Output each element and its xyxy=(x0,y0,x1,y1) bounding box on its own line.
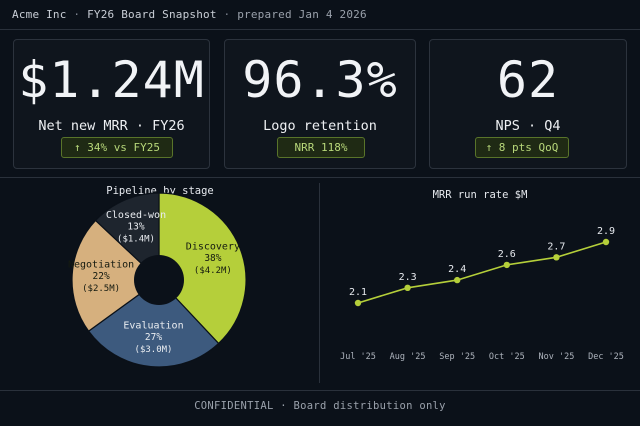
pie-slice-evaluation xyxy=(87,279,220,368)
x-tick-label: Aug '25 xyxy=(390,352,426,362)
pie-label-amount: ($1.4M) xyxy=(117,234,155,244)
confidential-footer: CONFIDENTIAL · Board distribution only xyxy=(194,400,446,412)
mrr-data-point xyxy=(454,276,461,284)
mrr-data-label: 2.6 xyxy=(498,249,516,260)
x-tick-label: Sep '25 xyxy=(439,352,475,362)
kpi-card-logo-retention: 96.3% Logo retention NRR 118% xyxy=(224,39,416,169)
pie-label-percent: 27% xyxy=(145,332,162,343)
kpi-badge: ↑ 8 pts QoQ xyxy=(475,137,569,158)
pie-label-name: Closed-won xyxy=(106,210,166,221)
mrr-data-label: 2.3 xyxy=(399,272,417,283)
header-separator: · xyxy=(223,8,231,21)
pie-label-percent: 38% xyxy=(204,253,221,264)
report-header: Acme Inc · FY26 Board Snapshot · prepare… xyxy=(12,8,367,21)
pie-label-name: Discovery xyxy=(186,242,240,253)
kpi-label: NPS · Q4 xyxy=(495,118,561,134)
pie-label-percent: 13% xyxy=(127,221,144,232)
pie-label-amount: ($4.2M) xyxy=(194,266,232,276)
kpi-value: $1.24M xyxy=(18,51,205,109)
company-name: Acme Inc xyxy=(12,8,67,21)
donut-hole xyxy=(134,255,184,305)
mrr-series-line xyxy=(357,241,607,304)
line-chart-title: MRR run rate $M xyxy=(432,189,528,201)
header-rule xyxy=(0,29,640,30)
mrr-data-label: 2.1 xyxy=(349,287,367,298)
kpi-card-nps: 62 NPS · Q4 ↑ 8 pts QoQ xyxy=(429,39,627,169)
pie-label-percent: 22% xyxy=(93,271,110,282)
kpi-value: 96.3% xyxy=(242,51,398,109)
pie-slice-closed-won xyxy=(94,192,160,282)
report-title: FY26 Board Snapshot xyxy=(87,8,217,21)
pie-label-amount: ($3.0M) xyxy=(135,345,173,355)
pie-chart-title: Pipeline by stage xyxy=(106,185,214,197)
x-tick-label: Nov '25 xyxy=(538,352,574,362)
mrr-data-point xyxy=(553,254,560,261)
mrr-data-label: 2.9 xyxy=(597,226,615,237)
panel-divider xyxy=(319,183,320,383)
pie-slice-negotiation xyxy=(71,219,160,332)
x-tick-label: Oct '25 xyxy=(489,352,525,362)
kpi-value: 62 xyxy=(496,51,560,109)
prepared-date: prepared Jan 4 2026 xyxy=(237,8,367,21)
pie-label-amount: ($2.5M) xyxy=(82,284,120,294)
mrr-data-label: 2.7 xyxy=(547,241,565,252)
mrr-data-point xyxy=(354,299,362,307)
pie-slice-discovery xyxy=(158,192,247,345)
pie-label-name: Negotiation xyxy=(68,259,134,270)
footer-rule xyxy=(0,390,640,391)
kpi-label: Logo retention xyxy=(263,118,377,134)
mrr-data-point xyxy=(602,238,610,246)
mrr-data-label: 2.4 xyxy=(448,264,466,275)
kpi-label: Net new MRR · FY26 xyxy=(38,118,185,134)
kpi-badge: ↑ 34% vs FY25 xyxy=(61,137,173,158)
mrr-data-point xyxy=(503,261,510,269)
mrr-line-chart: 2.1 Jul '25 2.3 Aug '25 2.4 Sep '25 2.6 Oct '25… xyxy=(340,226,624,362)
mrr-data-point xyxy=(404,284,411,291)
kpi-card-net-new-mrr: $1.24M Net new MRR · FY26 ↑ 34% vs FY25 xyxy=(13,39,210,169)
pie-label-name: Evaluation xyxy=(123,321,183,332)
header-separator: · xyxy=(73,8,81,21)
x-tick-label: Jul '25 xyxy=(340,352,376,362)
section-rule xyxy=(0,177,640,178)
x-tick-label: Dec '25 xyxy=(588,352,624,362)
kpi-badge: NRR 118% xyxy=(277,137,365,158)
